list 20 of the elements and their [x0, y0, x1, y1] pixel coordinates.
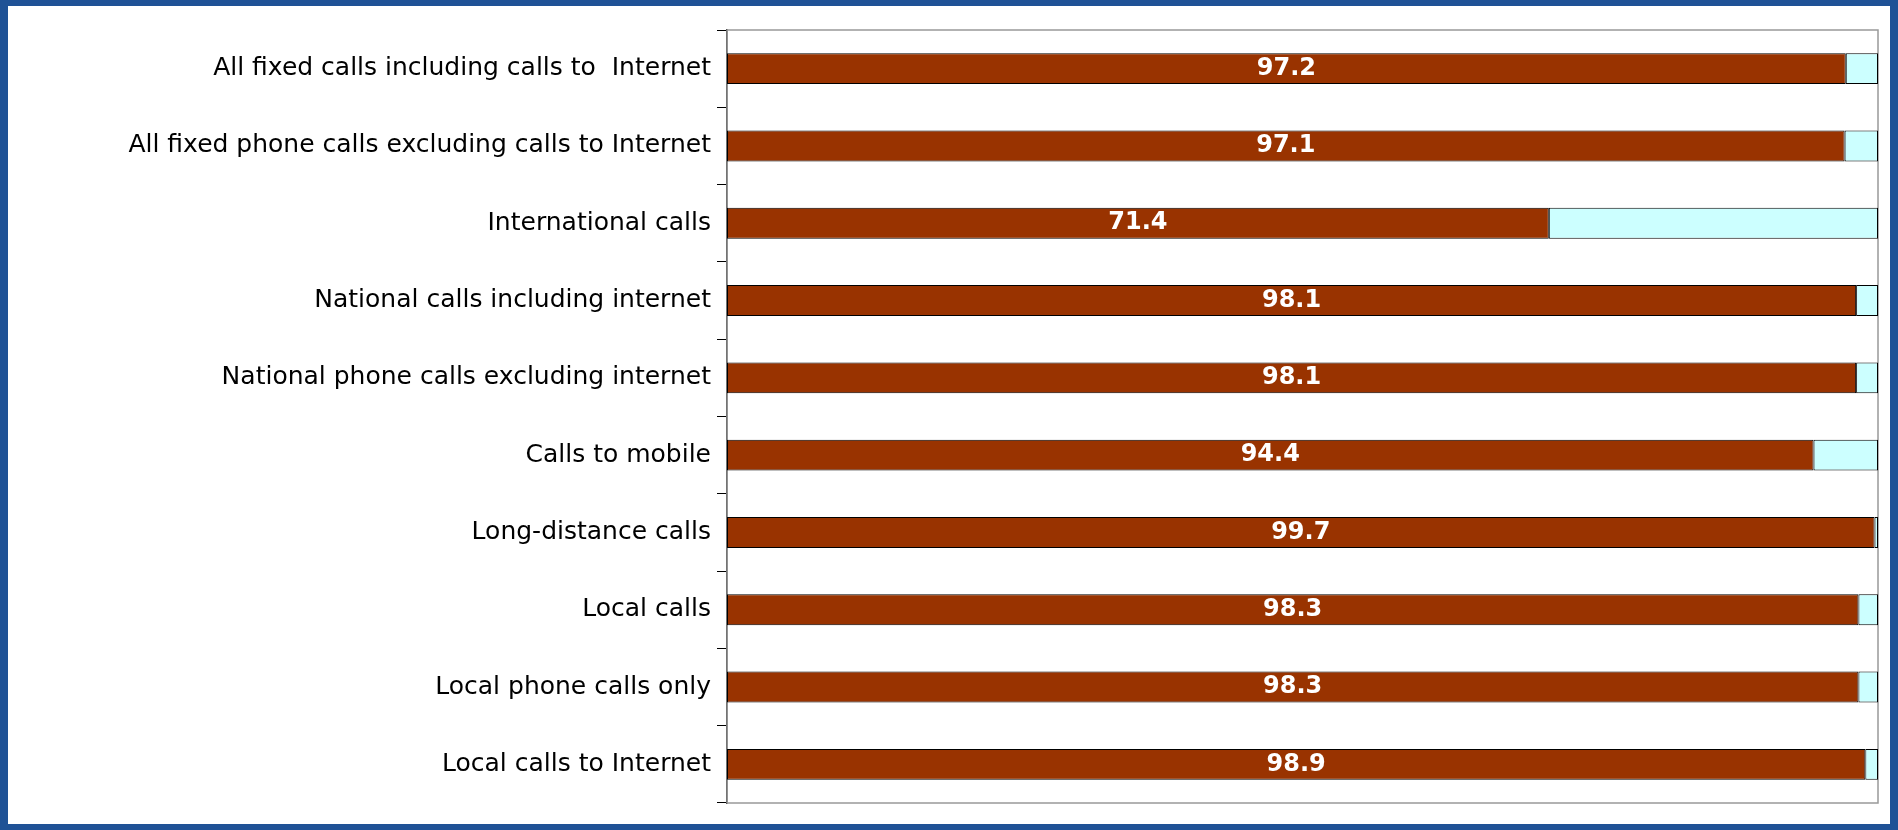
data-label: 97.1: [1256, 130, 1316, 159]
y-tick-label: Long-distance calls: [471, 515, 711, 545]
y-tick-label: Local calls: [582, 593, 711, 623]
data-label: 98.1: [1261, 284, 1322, 313]
data-label: 98.1: [1261, 362, 1322, 391]
y-tick-label: Local phone calls only: [435, 670, 712, 700]
y-tick-label: Local calls to Internet: [442, 747, 712, 777]
y-tick-label: International calls: [487, 206, 711, 236]
y-tick-label: National calls including internet: [314, 284, 712, 314]
data-label: 99.7: [1271, 516, 1331, 545]
data-label: 98.3: [1263, 593, 1323, 622]
data-label: 98.3: [1263, 671, 1323, 700]
data-label: 98.9: [1266, 748, 1326, 777]
data-label: 94.4: [1240, 439, 1300, 468]
data-label: 97.2: [1256, 52, 1316, 81]
y-tick-label: All fixed phone calls excluding calls to Internet: [128, 129, 712, 159]
y-tick-label: Calls to mobile: [525, 438, 711, 468]
y-tick-label: National phone calls excluding internet: [221, 361, 712, 391]
data-label: 71.4: [1108, 207, 1168, 236]
y-tick-label: All fixed calls including calls to Internet: [213, 52, 712, 82]
